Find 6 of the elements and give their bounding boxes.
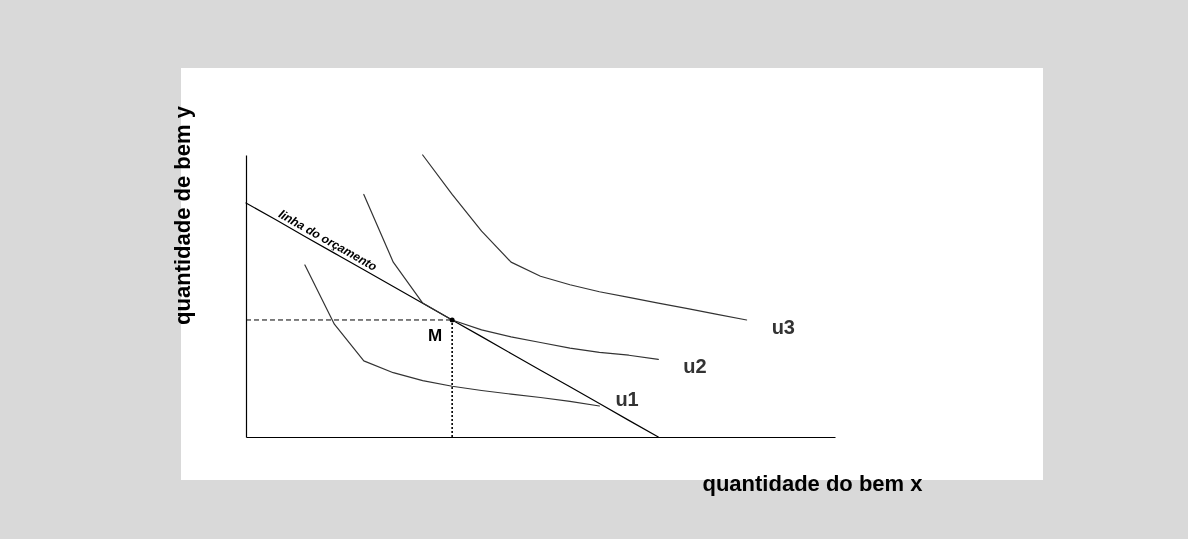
series-label: u2	[683, 355, 707, 378]
y-axis-title: quantidade de bem y	[169, 105, 195, 325]
x-axis-title: quantidade do bem x	[702, 470, 924, 496]
series-label: u1	[615, 387, 639, 410]
series-label: u3	[771, 315, 795, 338]
annotation: M	[427, 325, 443, 345]
